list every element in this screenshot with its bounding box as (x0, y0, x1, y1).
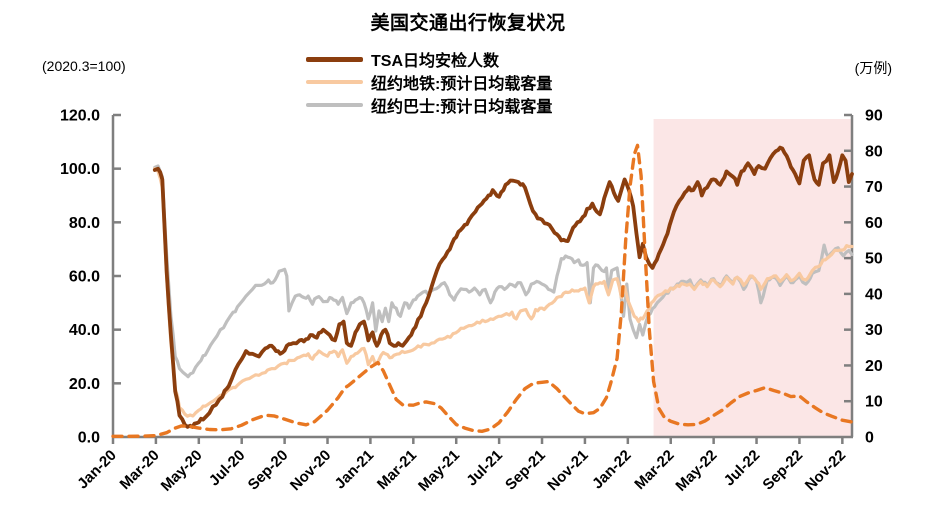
x-axis-tick-label: Sep-21 (502, 447, 549, 494)
legend-swatch-tsa (306, 56, 363, 62)
chart-legend: TSA日均安检人数 纽约地铁:预计日均载客量 纽约巴士:预计日均载客量 (306, 50, 553, 116)
y-axis-right-tick-label: 70 (865, 179, 883, 196)
x-axis-tick-label: Mar-20 (117, 447, 163, 493)
y-axis-right-tick-label: 0 (865, 430, 874, 447)
y-axis-right-tick-label: 20 (865, 358, 883, 375)
legend-label-tsa: TSA日均安检人数 (371, 53, 500, 70)
y-axis-right-tick-label: 10 (865, 394, 883, 411)
series-line-tsa (152, 145, 854, 429)
x-axis-tick-label: Sep-22 (759, 447, 806, 494)
y-axis-right-tick-label: 80 (865, 143, 883, 160)
x-axis-tick-label: Sep-20 (245, 447, 292, 494)
y-axis-left-tick-label: 60.0 (69, 269, 100, 286)
x-axis-tick-label: Mar-21 (374, 447, 420, 493)
x-axis-tick-label: Jul-22 (721, 447, 764, 490)
x-axis-tick-label: Jan-21 (332, 447, 378, 493)
x-axis-tick-label: May-21 (415, 447, 463, 495)
x-axis-tick-label: May-22 (672, 447, 720, 495)
y-axis-left-tick-label: 20.0 (69, 376, 100, 393)
legend-label-bus: 纽约巴士:预计日均载客量 (371, 99, 553, 116)
y-axis-left-tick-label: 100.0 (60, 161, 100, 178)
y-axis-right-tick-label: 30 (865, 322, 883, 339)
x-axis-tick-label: Nov-22 (802, 447, 849, 494)
series-line-cases-dashed (111, 143, 854, 438)
y-axis-left-tick-label: 80.0 (69, 215, 100, 232)
x-axis-tick-label: Nov-20 (287, 447, 334, 494)
y-axis-right-tick-label: 50 (865, 251, 883, 268)
y-axis-left-tick-label: 0.0 (78, 430, 100, 447)
legend-item-subway: 纽约地铁:预计日均载客量 (306, 73, 553, 93)
right-axis-unit-label: (万例) (854, 60, 892, 76)
x-axis-tick-label: Jul-20 (206, 447, 249, 490)
x-axis-tick-label: Nov-21 (544, 447, 591, 494)
chart-title: 美国交通出行恢复状况 (370, 13, 566, 34)
y-axis-right-tick-label: 40 (865, 286, 883, 303)
x-axis-tick-label: May-20 (158, 447, 206, 495)
series-line-subway (153, 167, 854, 418)
x-axis-tick-label: Jan-20 (74, 447, 120, 493)
left-axis-unit-label: (2020.3=100) (42, 58, 126, 74)
legend-item-bus: 纽约巴士:预计日均载客量 (306, 96, 553, 116)
y-axis-right-tick-label: 90 (865, 108, 883, 125)
x-axis-tick-label: Jan-22 (589, 447, 635, 493)
x-axis-tick-label: Jul-21 (463, 447, 506, 490)
y-axis-left-tick-label: 40.0 (69, 322, 100, 339)
y-axis-left-tick-label: 120.0 (60, 108, 100, 125)
x-axis-tick-label: Mar-22 (631, 447, 677, 493)
legend-label-subway: 纽约地铁:预计日均载客量 (371, 76, 553, 93)
legend-swatch-bus (306, 102, 363, 108)
legend-swatch-subway (306, 79, 363, 85)
legend-item-tsa: TSA日均安检人数 (306, 50, 552, 70)
y-axis-right-tick-label: 60 (865, 215, 883, 232)
